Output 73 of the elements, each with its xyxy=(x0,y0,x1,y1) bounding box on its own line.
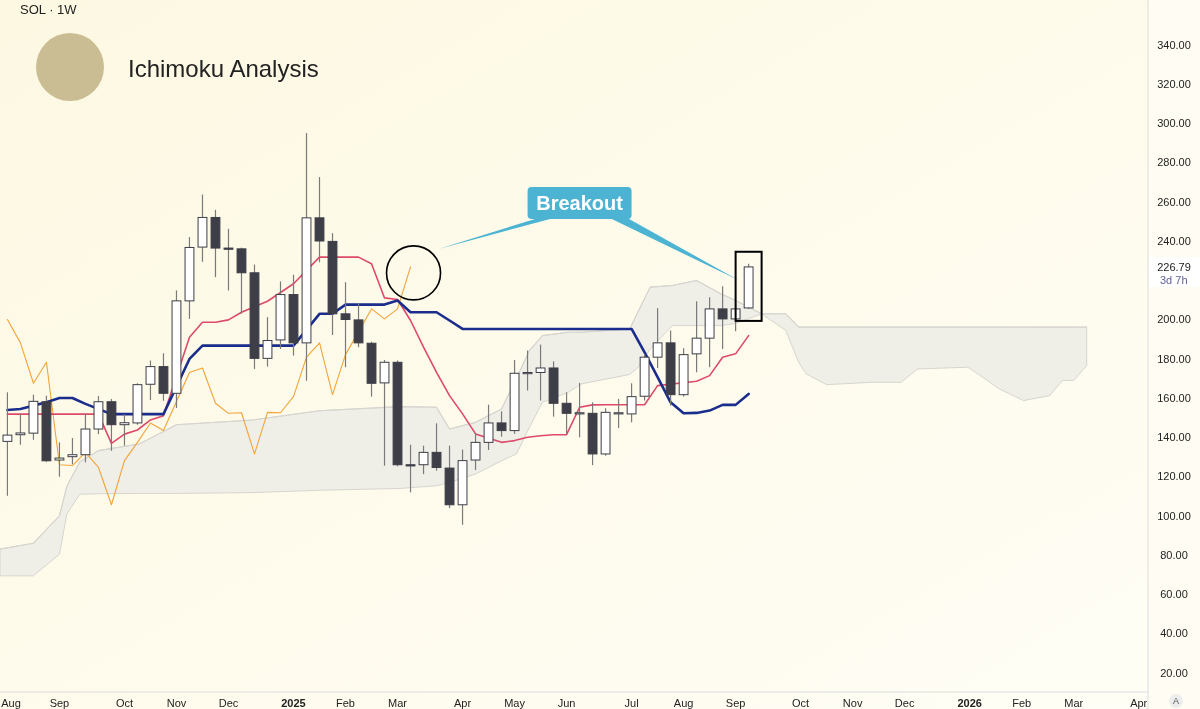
x-tick-label: Mar xyxy=(388,697,408,709)
x-tick-label: Feb xyxy=(1012,697,1032,709)
x-tick-label: Feb xyxy=(336,697,355,709)
x-tick-label: Nov xyxy=(842,697,863,709)
candlestick xyxy=(379,359,390,467)
y-tick-label: 100.00 xyxy=(1157,509,1191,522)
annotation: Breakout xyxy=(536,191,624,214)
x-tick-label: May xyxy=(504,697,526,709)
candlestick xyxy=(405,444,416,494)
y-tick-label: 80.00 xyxy=(1160,548,1188,561)
candlestick xyxy=(561,391,572,435)
x-tick-label: Aug xyxy=(1,697,21,709)
x-tick-label: Oct xyxy=(792,697,810,709)
chart-title: SOL · 1W xyxy=(20,2,78,17)
y-tick-label: 60.00 xyxy=(1160,588,1188,601)
candlestick xyxy=(54,441,65,478)
y-tick-label: 160.00 xyxy=(1157,391,1191,404)
candlestick xyxy=(574,382,585,438)
candlestick xyxy=(15,413,26,446)
x-tick-label: Sep xyxy=(725,697,746,709)
y-tick-label: 240.00 xyxy=(1157,234,1191,247)
candlestick xyxy=(2,391,13,497)
y-tick-label: 40.00 xyxy=(1160,627,1188,640)
x-tick-label: 2025 xyxy=(281,697,306,709)
x-tick-label: Aug xyxy=(673,697,694,709)
candlestick xyxy=(717,285,728,350)
candlestick xyxy=(106,398,117,452)
x-tick-label: Mar xyxy=(1064,697,1084,709)
candlestick xyxy=(431,422,442,472)
y-tick-label: 260.00 xyxy=(1157,195,1191,208)
x-tick-label: Oct xyxy=(115,697,134,709)
y-tick-label: 200.00 xyxy=(1157,313,1191,326)
candlestick xyxy=(262,316,273,368)
candlestick xyxy=(67,437,78,465)
x-tick-label: Apr xyxy=(453,697,472,709)
text: Ichimoku Analysis xyxy=(128,55,319,82)
x-tick-label: Apr xyxy=(1130,697,1148,709)
candlestick xyxy=(691,300,702,373)
candlestick xyxy=(483,404,494,451)
x-tick-label: Nov xyxy=(166,697,187,709)
candlestick xyxy=(119,413,130,447)
candlestick xyxy=(353,302,364,348)
candlestick xyxy=(236,247,247,315)
y-tick-label: 180.00 xyxy=(1157,352,1191,365)
text: 226.79 xyxy=(1157,260,1191,273)
candlestick xyxy=(535,344,546,402)
candlestick xyxy=(613,398,624,429)
x-tick-label: Jun xyxy=(557,697,576,709)
line-series xyxy=(6,256,750,445)
x-tick-label: Jul xyxy=(624,697,639,709)
candlestick xyxy=(223,228,234,292)
y-tick-label: 300.00 xyxy=(1157,117,1191,130)
y-tick-label: 280.00 xyxy=(1157,156,1191,169)
y-tick-label: 320.00 xyxy=(1157,77,1191,90)
candlestick xyxy=(314,176,325,263)
candlestick xyxy=(418,445,429,475)
x-tick-label: Sep xyxy=(49,697,70,709)
candlestick xyxy=(652,307,663,369)
x-tick-label: Dec xyxy=(894,697,915,709)
x-tick-label: Dec xyxy=(218,697,239,709)
candlestick xyxy=(470,432,481,471)
candlestick xyxy=(522,349,533,392)
text: 3d 7h xyxy=(1160,273,1188,286)
y-tick-label: 20.00 xyxy=(1160,666,1188,679)
candlestick xyxy=(145,359,156,401)
line-series xyxy=(6,266,412,506)
candlestick xyxy=(626,382,637,423)
x-tick-label: 2026 xyxy=(957,697,982,709)
y-tick-label: 120.00 xyxy=(1157,470,1191,483)
candlestick xyxy=(496,410,507,438)
y-tick-label: 140.00 xyxy=(1157,431,1191,444)
candlestick xyxy=(340,281,351,368)
y-tick-label: 340.00 xyxy=(1157,38,1191,51)
